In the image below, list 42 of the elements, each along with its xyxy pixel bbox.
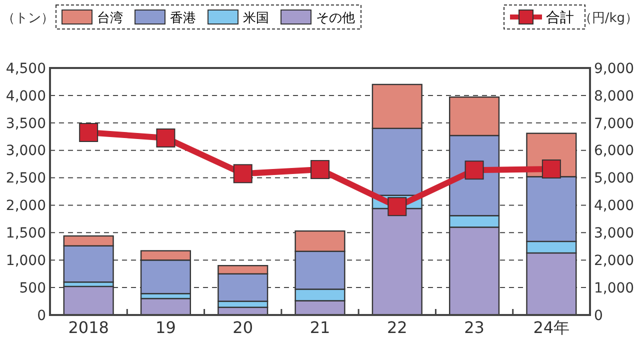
y2-tick-label: 2,000 [594, 253, 634, 270]
point [79, 122, 98, 142]
y-tick-label: 3,500 [6, 116, 46, 132]
y-tick-label: 1,000 [6, 253, 46, 270]
y-tick-label: 3,000 [6, 143, 46, 160]
y2-tick-label: 7,000 [594, 116, 634, 132]
point [310, 160, 330, 180]
y2-tick-label: 3,000 [594, 226, 634, 242]
legend-label: 米国 [243, 11, 269, 26]
x-tick-label: 21 [310, 318, 330, 337]
y2-tick-label: 8,000 [594, 88, 634, 104]
x-tick-label: 20 [232, 318, 254, 337]
legend-label: 合計 [546, 10, 574, 26]
y2-tick-label: 5,000 [594, 170, 634, 187]
legend-label: 香港 [170, 11, 196, 26]
bar [63, 286, 114, 316]
x-tick-label: 22 [386, 318, 408, 337]
y2-axis-title: （円/kg） [578, 11, 638, 26]
legend-label: 台湾 [97, 10, 123, 26]
y2-tick-label: 9,000 [594, 60, 634, 77]
y-tick-label: 0 [37, 308, 46, 324]
point [388, 197, 407, 216]
y-tick-label: 4,500 [6, 60, 46, 77]
y-tick-label: 2,500 [6, 170, 46, 187]
y2-tick-label: 4,000 [594, 198, 634, 214]
x-tick-label: 2018 [68, 318, 109, 337]
y2-tick-label: 0 [594, 308, 603, 324]
y-axis-title: （トン） [2, 11, 54, 26]
x-tick-label: 24年 [533, 318, 570, 337]
legend-label: その他 [316, 11, 355, 26]
y2-tick-label: 1,000 [594, 280, 634, 296]
point [542, 159, 561, 178]
point [156, 128, 176, 148]
y2-tick-label: 6,000 [594, 143, 634, 160]
y-tick-label: 500 [19, 280, 46, 296]
x-tick-label: 19 [156, 318, 176, 337]
y-tick-label: 1,500 [6, 226, 46, 242]
y-tick-label: 4,000 [6, 88, 46, 104]
y-tick-label: 2,000 [6, 198, 46, 214]
x-tick-label: 23 [464, 318, 484, 337]
point [464, 160, 484, 180]
point [233, 164, 252, 184]
